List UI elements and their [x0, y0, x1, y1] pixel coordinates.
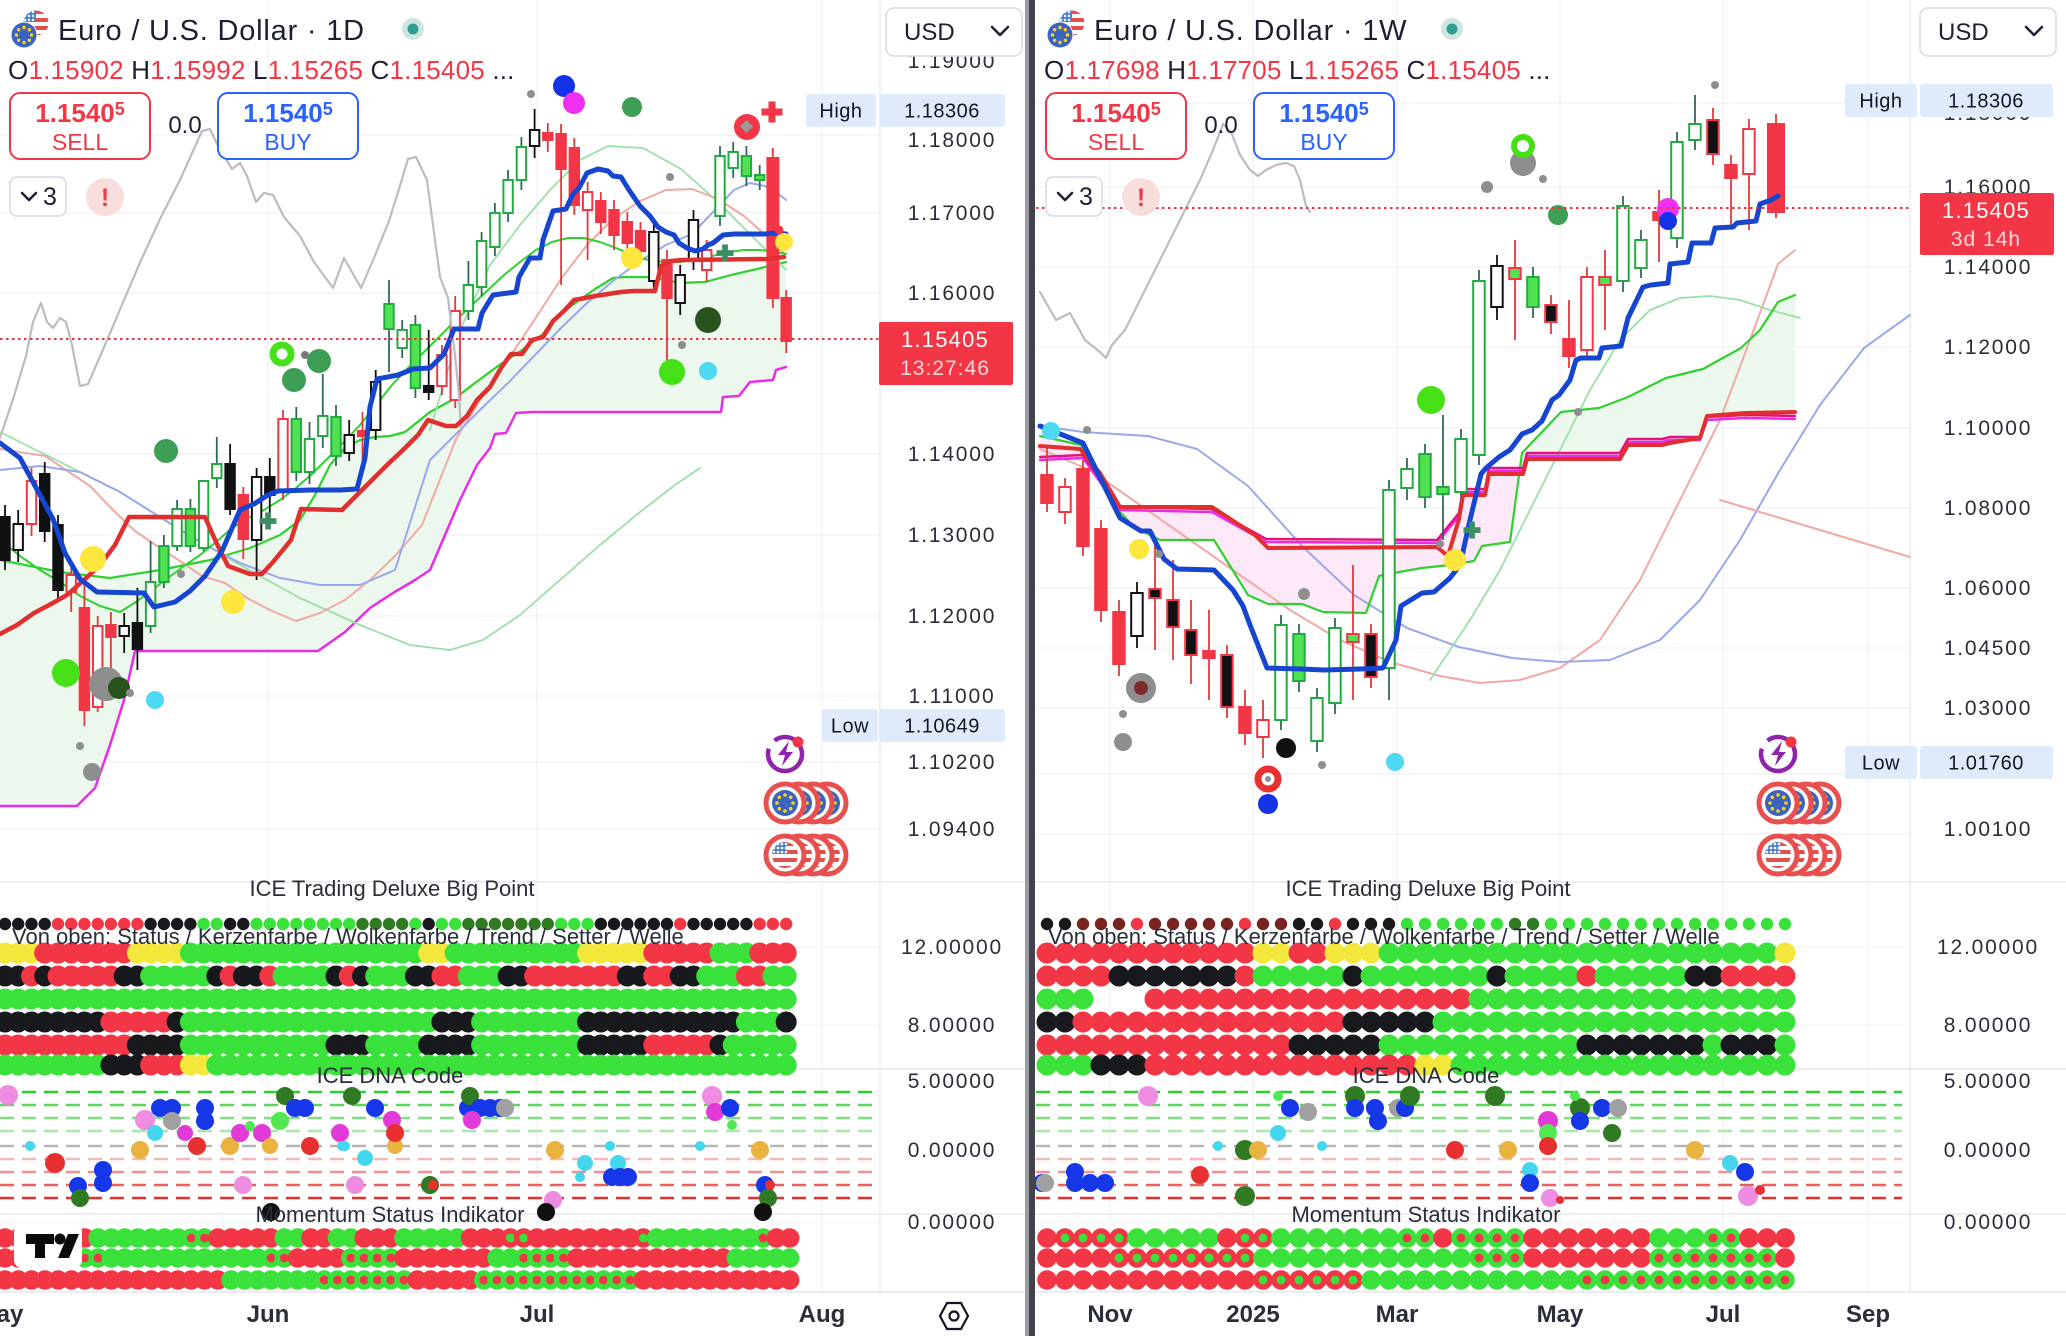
svg-text:1.17000: 1.17000: [908, 202, 997, 225]
svg-text:ICE Trading Deluxe Big Point: ICE Trading Deluxe Big Point: [250, 876, 535, 901]
svg-text:O1.15902 H1.15992 L1.15265: O1.15902 H1.15992 L1.15265 C1.15405 ...: [8, 55, 515, 85]
svg-text:1.16000: 1.16000: [908, 282, 997, 305]
svg-text:1.10649: 1.10649: [904, 716, 980, 738]
svg-text:12.00000: 12.00000: [1937, 936, 2039, 959]
svg-text:Low: Low: [1862, 753, 1900, 775]
svg-text:Sep: Sep: [1846, 1301, 1890, 1328]
svg-text:Momentum Status Indikator: Momentum Status Indikator: [1291, 1202, 1560, 1227]
svg-text:0.0: 0.0: [168, 112, 201, 139]
svg-text:0.0: 0.0: [1204, 112, 1237, 139]
svg-text:1.08000: 1.08000: [1944, 497, 2033, 520]
svg-text:8.00000: 8.00000: [1944, 1014, 2033, 1037]
svg-text:3: 3: [43, 183, 57, 211]
svg-text:May: May: [1537, 1301, 1584, 1328]
svg-text:1.00100: 1.00100: [1944, 818, 2033, 841]
svg-text:BUY: BUY: [1300, 129, 1347, 155]
svg-text:1.15405: 1.15405: [901, 327, 989, 352]
svg-text:8.00000: 8.00000: [908, 1014, 997, 1037]
svg-text:13:27:46: 13:27:46: [900, 357, 990, 380]
svg-text:Von oben: Status / Kerzenfarbe: Von oben: Status / Kerzenfarbe / Wolkenf…: [12, 924, 684, 949]
svg-text:1.15405: 1.15405: [1071, 98, 1161, 128]
svg-text:5.00000: 5.00000: [908, 1070, 997, 1093]
svg-text:1.12000: 1.12000: [908, 605, 997, 628]
svg-text:ay: ay: [0, 1301, 24, 1328]
svg-text:1.15405: 1.15405: [35, 98, 125, 128]
svg-text:Jul: Jul: [1706, 1301, 1741, 1328]
svg-text:Jul: Jul: [520, 1301, 555, 1328]
svg-text:ICE DNA Code: ICE DNA Code: [317, 1063, 464, 1088]
svg-text:1.18306: 1.18306: [904, 101, 980, 123]
svg-text:USD: USD: [904, 19, 955, 46]
svg-text:SELL: SELL: [1088, 129, 1144, 155]
svg-text:1.14000: 1.14000: [908, 443, 997, 466]
svg-text:1.18000: 1.18000: [908, 129, 997, 152]
svg-text:3d 14h: 3d 14h: [1951, 228, 2021, 251]
svg-text:1.01760: 1.01760: [1948, 753, 2024, 775]
svg-text:Low: Low: [831, 716, 869, 738]
svg-text:Nov: Nov: [1087, 1301, 1133, 1328]
svg-text:1.15405: 1.15405: [243, 98, 333, 128]
svg-text:Aug: Aug: [799, 1301, 846, 1328]
svg-text:1.09400: 1.09400: [908, 818, 997, 841]
svg-text:1.15405: 1.15405: [1279, 98, 1369, 128]
svg-text:0.00000: 0.00000: [908, 1211, 997, 1234]
svg-text:12.00000: 12.00000: [901, 936, 1003, 959]
svg-text:O1.17698 H1.17705 L1.15265: O1.17698 H1.17705 L1.15265 C1.15405 ...: [1044, 55, 1551, 85]
svg-text:1.06000: 1.06000: [1944, 577, 2033, 600]
svg-text:USD: USD: [1938, 19, 1989, 46]
svg-text:5.00000: 5.00000: [1944, 1070, 2033, 1093]
svg-text:Momentum Status Indikator: Momentum Status Indikator: [255, 1202, 524, 1227]
svg-text:High: High: [1859, 91, 1902, 113]
svg-text:!: !: [101, 184, 109, 212]
svg-text:Euro / U.S. Dollar · 1W: Euro / U.S. Dollar · 1W: [1094, 15, 1407, 47]
svg-text:SELL: SELL: [52, 129, 108, 155]
svg-text:1.13000: 1.13000: [908, 524, 997, 547]
svg-text:Mar: Mar: [1376, 1301, 1419, 1328]
svg-text:Euro / U.S. Dollar · 1D: Euro / U.S. Dollar · 1D: [58, 15, 365, 47]
svg-text:1.10200: 1.10200: [908, 751, 997, 774]
svg-text:1.10000: 1.10000: [1944, 417, 2033, 440]
svg-text:1.04500: 1.04500: [1944, 637, 2033, 660]
svg-text:ICE DNA Code: ICE DNA Code: [1353, 1063, 1500, 1088]
svg-text:1.14000: 1.14000: [1944, 256, 2033, 279]
svg-text:1.12000: 1.12000: [1944, 336, 2033, 359]
svg-text:1.18306: 1.18306: [1948, 91, 2024, 113]
svg-text:2025: 2025: [1226, 1301, 1279, 1328]
svg-text:0.00000: 0.00000: [908, 1139, 997, 1162]
svg-text:BUY: BUY: [264, 129, 311, 155]
svg-text:High: High: [819, 101, 862, 123]
svg-text:1.11000: 1.11000: [909, 685, 996, 708]
svg-text:1.15405: 1.15405: [1942, 198, 2030, 223]
svg-text:Jun: Jun: [247, 1301, 290, 1328]
svg-text:1.03000: 1.03000: [1944, 697, 2033, 720]
svg-text:ICE Trading Deluxe Big Point: ICE Trading Deluxe Big Point: [1286, 876, 1571, 901]
svg-text:Von oben: Status / Kerzenfarbe: Von oben: Status / Kerzenfarbe / Wolkenf…: [1048, 924, 1720, 949]
svg-text:3: 3: [1079, 183, 1093, 211]
svg-text:!: !: [1137, 184, 1145, 212]
svg-text:0.00000: 0.00000: [1944, 1211, 2033, 1234]
svg-text:0.00000: 0.00000: [1944, 1139, 2033, 1162]
